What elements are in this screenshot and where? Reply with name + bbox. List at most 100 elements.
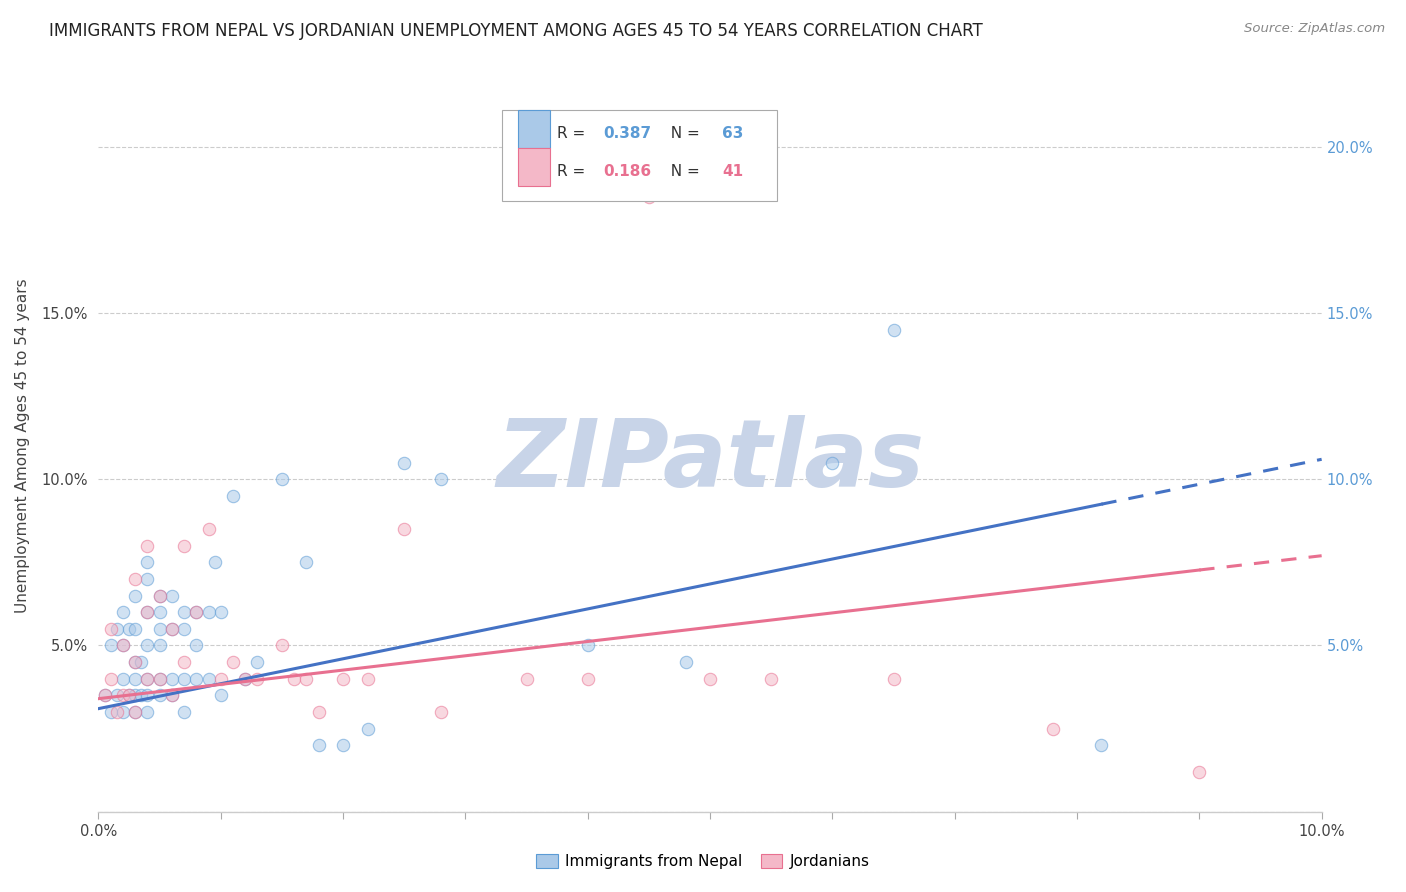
Point	[118, 622, 141, 636]
Point	[124, 689, 146, 703]
Point	[356, 722, 378, 736]
Point	[124, 705, 146, 719]
Point	[270, 639, 292, 653]
Point	[186, 672, 208, 686]
Point	[100, 639, 122, 653]
Point	[759, 672, 782, 686]
Text: IMMIGRANTS FROM NEPAL VS JORDANIAN UNEMPLOYMENT AMONG AGES 45 TO 54 YEARS CORREL: IMMIGRANTS FROM NEPAL VS JORDANIAN UNEMP…	[49, 22, 983, 40]
Point	[136, 639, 159, 653]
Point	[160, 672, 183, 686]
Point	[111, 705, 134, 719]
Point	[111, 672, 134, 686]
Point	[392, 522, 416, 536]
Point	[1188, 764, 1211, 779]
Point	[124, 655, 146, 669]
Point	[1042, 722, 1064, 736]
Point	[308, 705, 330, 719]
Point	[111, 639, 134, 653]
Point	[124, 572, 146, 586]
Point	[160, 622, 183, 636]
Point	[136, 605, 159, 619]
Point	[173, 655, 195, 669]
Point	[124, 589, 146, 603]
Point	[160, 689, 183, 703]
Point	[246, 655, 269, 669]
Point	[136, 705, 159, 719]
Point	[637, 189, 661, 203]
Point	[149, 622, 172, 636]
Point	[100, 705, 122, 719]
Point	[105, 705, 128, 719]
Point	[136, 672, 159, 686]
Point	[136, 555, 159, 569]
Point	[204, 555, 226, 569]
Point	[516, 672, 538, 686]
Point	[160, 589, 183, 603]
Point	[233, 672, 256, 686]
Point	[283, 672, 305, 686]
Point	[124, 705, 146, 719]
Point	[430, 705, 453, 719]
Point	[197, 605, 219, 619]
Point	[246, 672, 269, 686]
Point	[136, 689, 159, 703]
Y-axis label: Unemployment Among Ages 45 to 54 years: Unemployment Among Ages 45 to 54 years	[15, 278, 31, 614]
Point	[186, 605, 208, 619]
Text: R =: R =	[557, 126, 591, 141]
Point	[149, 672, 172, 686]
Point	[209, 689, 232, 703]
Point	[222, 655, 245, 669]
Point	[149, 589, 172, 603]
Point	[332, 672, 354, 686]
Point	[149, 689, 172, 703]
Point	[100, 622, 122, 636]
FancyBboxPatch shape	[517, 111, 550, 148]
Point	[100, 672, 122, 686]
Point	[118, 689, 141, 703]
Point	[129, 689, 152, 703]
Point	[699, 672, 721, 686]
Text: ZIPatlas: ZIPatlas	[496, 415, 924, 507]
Point	[576, 672, 599, 686]
Point	[270, 472, 292, 486]
Point	[105, 622, 128, 636]
Point	[209, 605, 232, 619]
Point	[308, 738, 330, 752]
Point	[136, 572, 159, 586]
Point	[105, 689, 128, 703]
Text: 0.387: 0.387	[603, 126, 652, 141]
Point	[160, 622, 183, 636]
Point	[118, 689, 141, 703]
Point	[136, 539, 159, 553]
Point	[124, 672, 146, 686]
Point	[111, 605, 134, 619]
Point	[129, 655, 152, 669]
Point	[149, 639, 172, 653]
Point	[209, 672, 232, 686]
Point	[197, 672, 219, 686]
Point	[149, 672, 172, 686]
Point	[111, 689, 134, 703]
Point	[160, 689, 183, 703]
Point	[356, 672, 378, 686]
Point	[173, 539, 195, 553]
Legend: Immigrants from Nepal, Jordanians: Immigrants from Nepal, Jordanians	[530, 847, 876, 875]
Point	[332, 738, 354, 752]
Point	[675, 655, 697, 669]
Point	[222, 489, 245, 503]
Point	[392, 456, 416, 470]
Point	[295, 555, 318, 569]
Point	[197, 522, 219, 536]
Point	[576, 639, 599, 653]
Point	[124, 655, 146, 669]
Text: 63: 63	[723, 126, 744, 141]
Point	[883, 672, 905, 686]
Point	[295, 672, 318, 686]
Text: N =: N =	[661, 164, 704, 179]
Text: Source: ZipAtlas.com: Source: ZipAtlas.com	[1244, 22, 1385, 36]
Point	[173, 622, 195, 636]
Point	[136, 605, 159, 619]
Text: R =: R =	[557, 164, 591, 179]
Point	[149, 589, 172, 603]
Point	[111, 639, 134, 653]
